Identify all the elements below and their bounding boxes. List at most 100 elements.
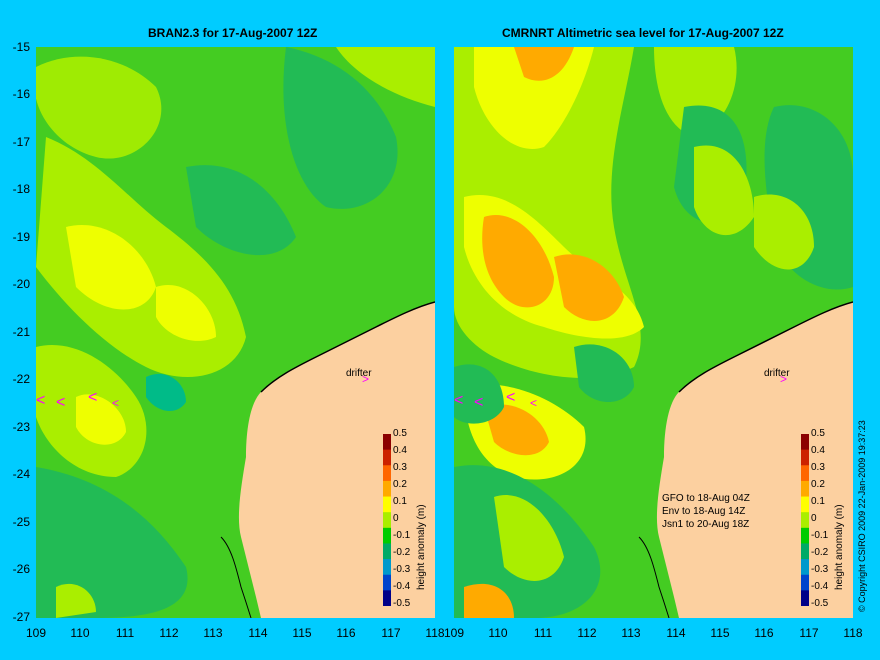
- x-tick: 116: [336, 626, 356, 640]
- x-tick: 110: [488, 626, 508, 640]
- colorbar-swatch: [801, 527, 809, 544]
- right-colorbar: [801, 434, 809, 607]
- right-map-panel: < < < < >: [454, 47, 853, 618]
- right-colorbar-title: height anomaly (m): [834, 504, 845, 590]
- legend-jsn1: Jsn1 to 20-Aug 18Z: [662, 519, 750, 530]
- colorbar-tick: -0.4: [811, 581, 829, 592]
- y-tick: -15: [12, 40, 30, 54]
- colorbar-swatch: [801, 480, 809, 498]
- y-tick: -19: [12, 230, 30, 244]
- svg-text:<: <: [506, 389, 515, 406]
- right-sea-level-map: < < < < >: [454, 47, 853, 618]
- y-tick: -26: [12, 562, 30, 576]
- y-tick: -16: [12, 87, 30, 101]
- colorbar-swatch: [383, 574, 391, 591]
- x-tick: 110: [70, 626, 90, 640]
- colorbar-tick: -0.2: [811, 547, 829, 558]
- colorbar-tick: 0.1: [811, 496, 825, 507]
- colorbar-tick: 0: [393, 513, 399, 524]
- x-tick: 111: [533, 626, 553, 640]
- legend-env: Env to 18-Aug 14Z: [662, 506, 746, 517]
- x-tick: 114: [666, 626, 686, 640]
- colorbar-tick: 0.2: [393, 479, 407, 490]
- colorbar-tick: 0.5: [811, 428, 825, 439]
- left-map-title: BRAN2.3 for 17-Aug-2007 12Z: [148, 26, 318, 40]
- right-map-title: CMRNRT Altimetric sea level for 17-Aug-2…: [502, 26, 784, 40]
- x-tick: 118: [843, 626, 863, 640]
- colorbar-swatch: [801, 543, 809, 560]
- colorbar-swatch: [383, 559, 391, 576]
- colorbar-tick: -0.4: [393, 581, 411, 592]
- x-tick: 114: [248, 626, 268, 640]
- colorbar-swatch: [801, 590, 809, 607]
- x-tick: 112: [159, 626, 179, 640]
- y-tick: -27: [12, 610, 30, 624]
- right-drifter-label: drifter: [764, 368, 790, 379]
- x-tick: 111: [115, 626, 135, 640]
- colorbar-swatch: [383, 496, 391, 513]
- colorbar-swatch: [383, 543, 391, 560]
- x-tick: 118: [425, 626, 445, 640]
- x-tick: 112: [577, 626, 597, 640]
- y-tick: -18: [12, 182, 30, 196]
- legend-gfo: GFO to 18-Aug 04Z: [662, 493, 750, 504]
- x-tick: 117: [799, 626, 819, 640]
- colorbar-tick: -0.1: [811, 530, 829, 541]
- x-tick: 115: [710, 626, 730, 640]
- colorbar-swatch: [801, 465, 809, 482]
- y-tick: -24: [12, 467, 30, 481]
- copyright-note: © Copyright CSIRO 2009 22-Jan-2009 19:37…: [857, 420, 867, 612]
- colorbar-swatch: [801, 434, 809, 451]
- colorbar-tick: 0.3: [811, 462, 825, 473]
- colorbar-tick: -0.5: [811, 598, 829, 609]
- svg-text:<: <: [56, 394, 65, 411]
- x-tick: 117: [381, 626, 401, 640]
- x-tick: 113: [203, 626, 223, 640]
- colorbar-swatch: [801, 574, 809, 591]
- y-tick: -25: [12, 515, 30, 529]
- colorbar-swatch: [383, 434, 391, 451]
- colorbar-swatch: [801, 496, 809, 513]
- colorbar-swatch: [383, 480, 391, 498]
- y-tick: -17: [12, 135, 30, 149]
- left-map-panel: < < < < >: [36, 47, 435, 618]
- svg-text:>: >: [362, 372, 369, 386]
- colorbar-tick: -0.5: [393, 598, 411, 609]
- svg-text:<: <: [474, 394, 483, 411]
- left-colorbar-title: height anomaly (m): [416, 504, 427, 590]
- colorbar-swatch: [383, 590, 391, 607]
- altimeter-legend: GFO to 18-Aug 04Z Env to 18-Aug 14Z Jsn1…: [662, 492, 750, 531]
- colorbar-swatch: [383, 449, 391, 466]
- x-tick: 116: [754, 626, 774, 640]
- colorbar-swatch: [383, 512, 391, 529]
- y-tick: -22: [12, 372, 30, 386]
- right-colorbar-gradient: [801, 434, 809, 607]
- colorbar-swatch: [801, 512, 809, 529]
- colorbar-tick: -0.1: [393, 530, 411, 541]
- x-tick: 109: [444, 626, 465, 640]
- left-sea-level-map: < < < < >: [36, 47, 435, 618]
- x-tick: 109: [26, 626, 47, 640]
- x-tick: 115: [292, 626, 312, 640]
- colorbar-tick: 0.4: [393, 445, 407, 456]
- y-tick: -20: [12, 277, 30, 291]
- svg-text:<: <: [530, 396, 537, 410]
- svg-text:<: <: [454, 392, 463, 409]
- left-colorbar: [383, 434, 391, 607]
- svg-text:<: <: [88, 389, 97, 406]
- y-tick: -21: [12, 325, 30, 339]
- x-tick: 113: [621, 626, 641, 640]
- colorbar-tick: -0.3: [811, 564, 829, 575]
- left-drifter-label: drifter: [346, 368, 372, 379]
- left-colorbar-gradient: [383, 434, 391, 607]
- colorbar-swatch: [383, 465, 391, 482]
- colorbar-tick: 0.5: [393, 428, 407, 439]
- colorbar-swatch: [801, 559, 809, 576]
- colorbar-tick: 0.2: [811, 479, 825, 490]
- colorbar-tick: -0.3: [393, 564, 411, 575]
- colorbar-tick: 0: [811, 513, 817, 524]
- colorbar-swatch: [383, 527, 391, 544]
- colorbar-tick: 0.1: [393, 496, 407, 507]
- colorbar-tick: 0.4: [811, 445, 825, 456]
- colorbar-tick: -0.2: [393, 547, 411, 558]
